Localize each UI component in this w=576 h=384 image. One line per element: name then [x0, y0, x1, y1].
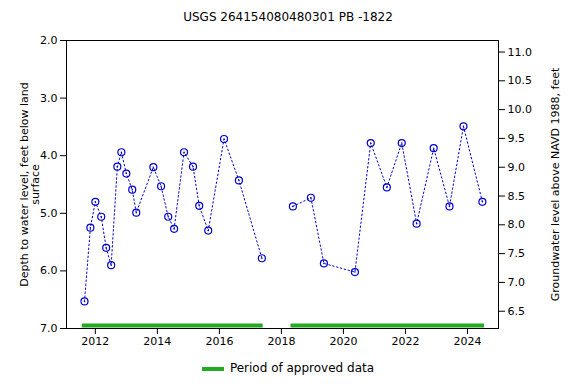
svg-text:7.0: 7.0 — [508, 276, 526, 289]
svg-text:6.5: 6.5 — [508, 305, 526, 318]
svg-text:9.5: 9.5 — [508, 132, 526, 145]
svg-text:2016: 2016 — [205, 335, 233, 348]
svg-text:2024: 2024 — [453, 335, 481, 348]
svg-text:11.0: 11.0 — [508, 46, 533, 59]
svg-text:8.0: 8.0 — [508, 218, 526, 231]
svg-text:5.0: 5.0 — [40, 207, 58, 220]
svg-text:7.5: 7.5 — [508, 247, 526, 260]
svg-text:10.5: 10.5 — [508, 74, 533, 87]
svg-text:8.5: 8.5 — [508, 190, 526, 203]
svg-text:6.0: 6.0 — [40, 264, 58, 277]
svg-text:4.0: 4.0 — [40, 149, 58, 162]
svg-text:7.0: 7.0 — [40, 322, 58, 335]
html-text:Period of approved data: Period of approved data — [229, 361, 375, 375]
svg-text:3.0: 3.0 — [40, 92, 58, 105]
svg-text:2012: 2012 — [81, 335, 109, 348]
svg-text:Depth to water level, feet bel: Depth to water level, feet below landsur… — [18, 82, 42, 287]
svg-text:2014: 2014 — [143, 335, 171, 348]
svg-text:9.0: 9.0 — [508, 161, 526, 174]
svg-text:2.0: 2.0 — [40, 34, 58, 47]
svg-text:Groundwater level above NAVD 1: Groundwater level above NAVD 1988, feet — [549, 67, 562, 301]
svg-text:2020: 2020 — [329, 335, 357, 348]
html-text:USGS 264154080480301 PB -1822: USGS 264154080480301 PB -1822 — [183, 10, 393, 24]
svg-text:10.0: 10.0 — [508, 103, 533, 116]
svg-text:2018: 2018 — [267, 335, 295, 348]
svg-text:2022: 2022 — [391, 335, 419, 348]
